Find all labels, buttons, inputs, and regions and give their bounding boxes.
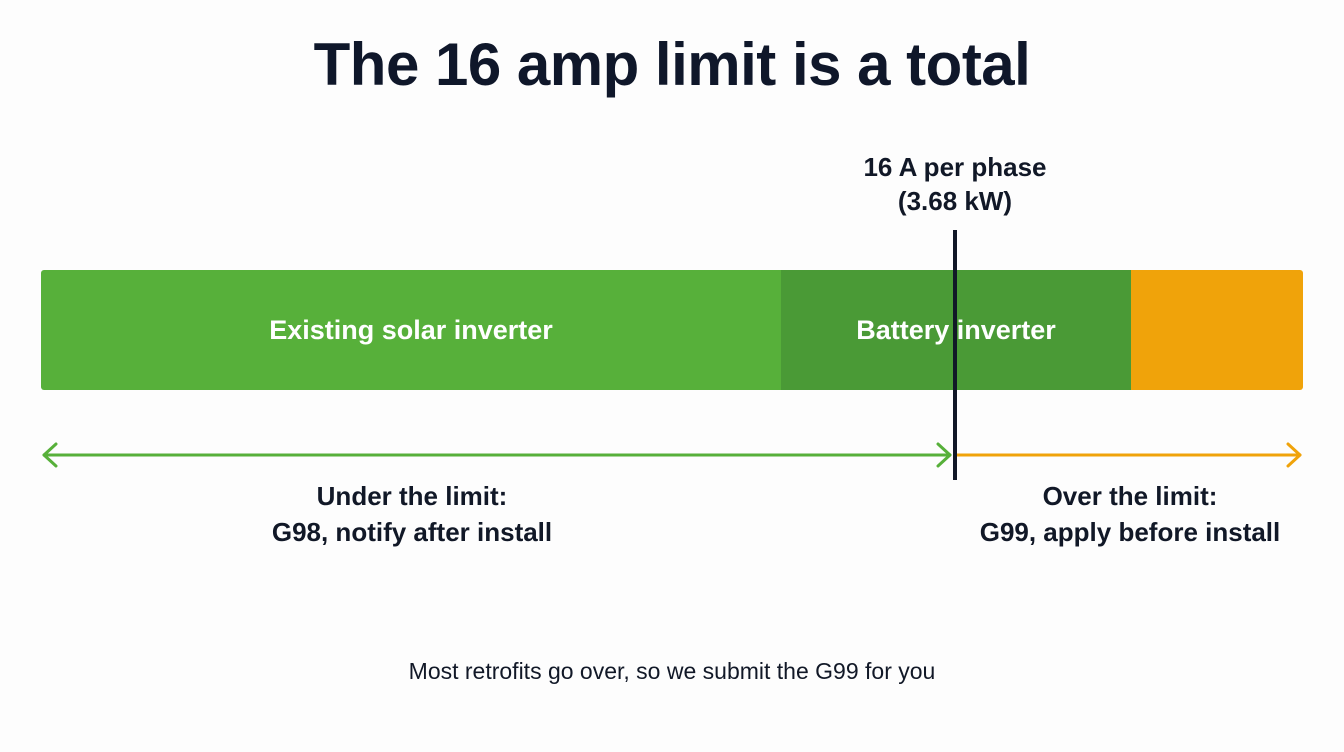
under-limit-arrow (42, 442, 952, 468)
limit-marker-line (953, 230, 957, 480)
footer-note: Most retrofits go over, so we submit the… (408, 658, 936, 684)
page-title: The 16 amp limit is a total (313, 31, 1031, 98)
solar-segment (41, 270, 781, 390)
solar-segment-label: Existing solar inverter (269, 315, 553, 345)
over-limit-label: Over the limit: G99, apply before instal… (930, 478, 1330, 550)
under-limit-heading: Under the limit: (316, 481, 508, 511)
under-limit-label: Under the limit: G98, notify after insta… (212, 478, 612, 550)
under-limit-detail: G98, notify after install (271, 517, 553, 547)
over-limit-arrow (955, 442, 1302, 468)
over-limit-segment (1131, 270, 1303, 390)
limit-label-line1: 16 A per phase (863, 152, 1047, 182)
over-limit-heading: Over the limit: (1042, 481, 1218, 511)
limit-label-line2: (3.68 kW) (897, 186, 1013, 216)
limit-label: 16 A per phase (3.68 kW) (805, 150, 1105, 218)
over-limit-detail: G99, apply before install (979, 517, 1281, 547)
